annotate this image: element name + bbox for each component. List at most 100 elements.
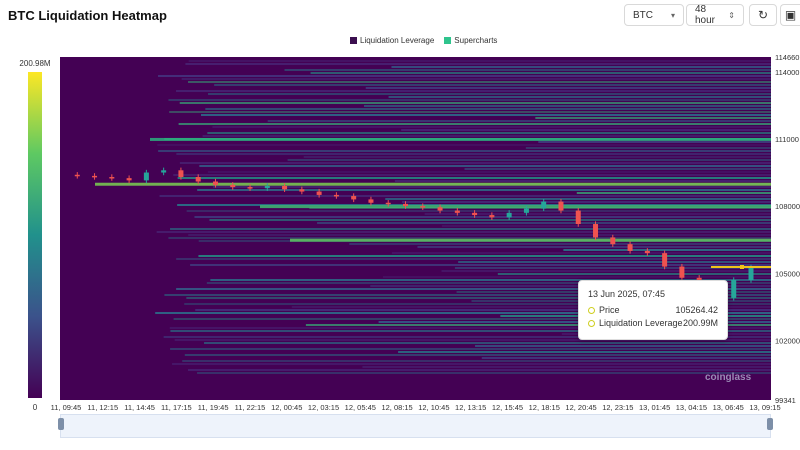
refresh-button[interactable]: ↻	[749, 4, 777, 26]
candle-body	[575, 210, 581, 225]
x-tick-label: 12, 05:45	[345, 403, 376, 412]
heatmap-band	[363, 105, 771, 107]
legend-item-liquidation[interactable]: Liquidation Leverage	[350, 36, 434, 45]
heatmap-band	[158, 150, 771, 152]
time-range-scroller[interactable]	[60, 414, 771, 438]
heatmap-band	[208, 93, 771, 95]
tooltip-price-label: Price	[599, 305, 620, 315]
tooltip-lev-value: 200.99M	[682, 318, 718, 328]
x-tick-label: 12, 23:15	[602, 403, 633, 412]
heatmap-band	[441, 270, 771, 272]
range-select-value: 48 hour	[695, 4, 716, 26]
legend-label-liquidation: Liquidation Leverage	[360, 36, 435, 45]
candle-body	[472, 212, 478, 216]
heatmap-band	[388, 96, 771, 98]
heatmap-band	[365, 87, 771, 89]
scroller-left-handle[interactable]	[58, 418, 64, 430]
heatmap-band	[497, 273, 771, 275]
heatmap-band	[535, 117, 771, 119]
heatmap-band	[205, 108, 772, 110]
price-candles	[74, 167, 754, 301]
heatmap-band	[155, 312, 772, 314]
heatmap-band	[454, 267, 771, 269]
heatmap-band	[176, 288, 771, 290]
candle-body	[489, 215, 495, 218]
heatmap-band-bright	[260, 205, 771, 209]
heatmap-band	[182, 360, 772, 362]
camera-icon: ▣	[784, 8, 797, 22]
colorbar-max-label: 200.98M	[19, 59, 50, 68]
heatmap-band	[168, 237, 772, 239]
heatmap-band	[398, 351, 771, 353]
heatmap-band	[173, 318, 771, 320]
chevron-down-icon: ▾	[670, 10, 675, 20]
candle-body	[92, 175, 98, 178]
screenshot-button[interactable]: ▣	[780, 4, 800, 26]
heatmap-band	[169, 111, 771, 113]
heatmap-band	[173, 174, 772, 176]
heatmap-band	[186, 297, 772, 299]
heatmap-band	[156, 231, 772, 233]
heatmap-band	[172, 363, 772, 365]
candle-body	[385, 202, 391, 205]
heatmap-band	[214, 84, 771, 86]
y-axis: 114660 114000 111000 108000 105000 102000 9934…	[775, 53, 800, 405]
heatmap-band	[181, 78, 771, 80]
candle-body	[437, 207, 443, 211]
heatmap-band	[417, 246, 771, 248]
heatmap-band	[184, 354, 772, 356]
candle-body	[731, 280, 737, 298]
heatmap-band	[186, 210, 772, 212]
heatmap-band	[197, 189, 771, 191]
heatmap-band	[177, 177, 771, 179]
price-marker-dot	[740, 265, 744, 269]
heatmap-band	[287, 159, 771, 161]
heatmap-band	[538, 141, 771, 143]
heatmap-band	[157, 144, 771, 146]
x-tick-label: 12, 00:45	[271, 403, 302, 412]
x-tick-label: 11, 12:15	[87, 403, 118, 412]
heatmap-band	[401, 129, 771, 131]
heatmap-band	[187, 369, 772, 371]
heatmap-band	[178, 123, 772, 125]
heatmap-band	[188, 60, 772, 62]
candle-body	[593, 224, 599, 238]
candle-body	[679, 266, 685, 278]
heatmap-band	[362, 366, 771, 368]
y-tick-label: 102000	[775, 336, 800, 345]
candle-body	[212, 181, 218, 185]
heatmap-band	[164, 294, 771, 296]
heatmap-band	[402, 201, 771, 203]
x-tick-label: 12, 20:45	[565, 403, 596, 412]
heatmap-band	[464, 168, 771, 170]
x-tick-label: 11, 14:45	[124, 403, 155, 412]
heatmap-band	[212, 126, 772, 128]
y-tick-label: 114660	[775, 53, 799, 62]
x-tick-label: 13, 09:15	[749, 403, 780, 412]
heatmap-band	[176, 258, 771, 260]
heatmap-band	[385, 198, 771, 200]
candle-body	[748, 267, 754, 281]
y-tick-label: 105000	[775, 269, 800, 278]
candle-body	[523, 208, 529, 213]
heatmap-band-bright	[290, 238, 771, 242]
heatmap-band	[441, 225, 771, 227]
heatmap-band	[188, 81, 771, 83]
range-select[interactable]: 48 hour ⇕	[686, 4, 744, 26]
legend-item-supercharts[interactable]: Supercharts	[444, 36, 497, 45]
x-tick-label: 12, 10:45	[418, 403, 449, 412]
candle-body	[610, 237, 616, 245]
heatmap-band	[185, 63, 771, 65]
heatmap-band	[370, 285, 771, 287]
chart-tooltip: 13 Jun 2025, 07:45 Price 105264.42 Liqui…	[578, 280, 728, 340]
heatmap-band	[213, 186, 771, 188]
tooltip-dot	[588, 306, 595, 314]
symbol-select-value: BTC	[633, 9, 653, 21]
tooltip-lev-label: Liquidation Leverage	[599, 318, 683, 328]
symbol-select[interactable]: BTC ▾	[624, 4, 684, 26]
tooltip-dot	[588, 319, 595, 327]
scroller-right-handle[interactable]	[767, 418, 773, 430]
heatmap-band	[305, 324, 771, 326]
colorbar	[28, 72, 42, 398]
